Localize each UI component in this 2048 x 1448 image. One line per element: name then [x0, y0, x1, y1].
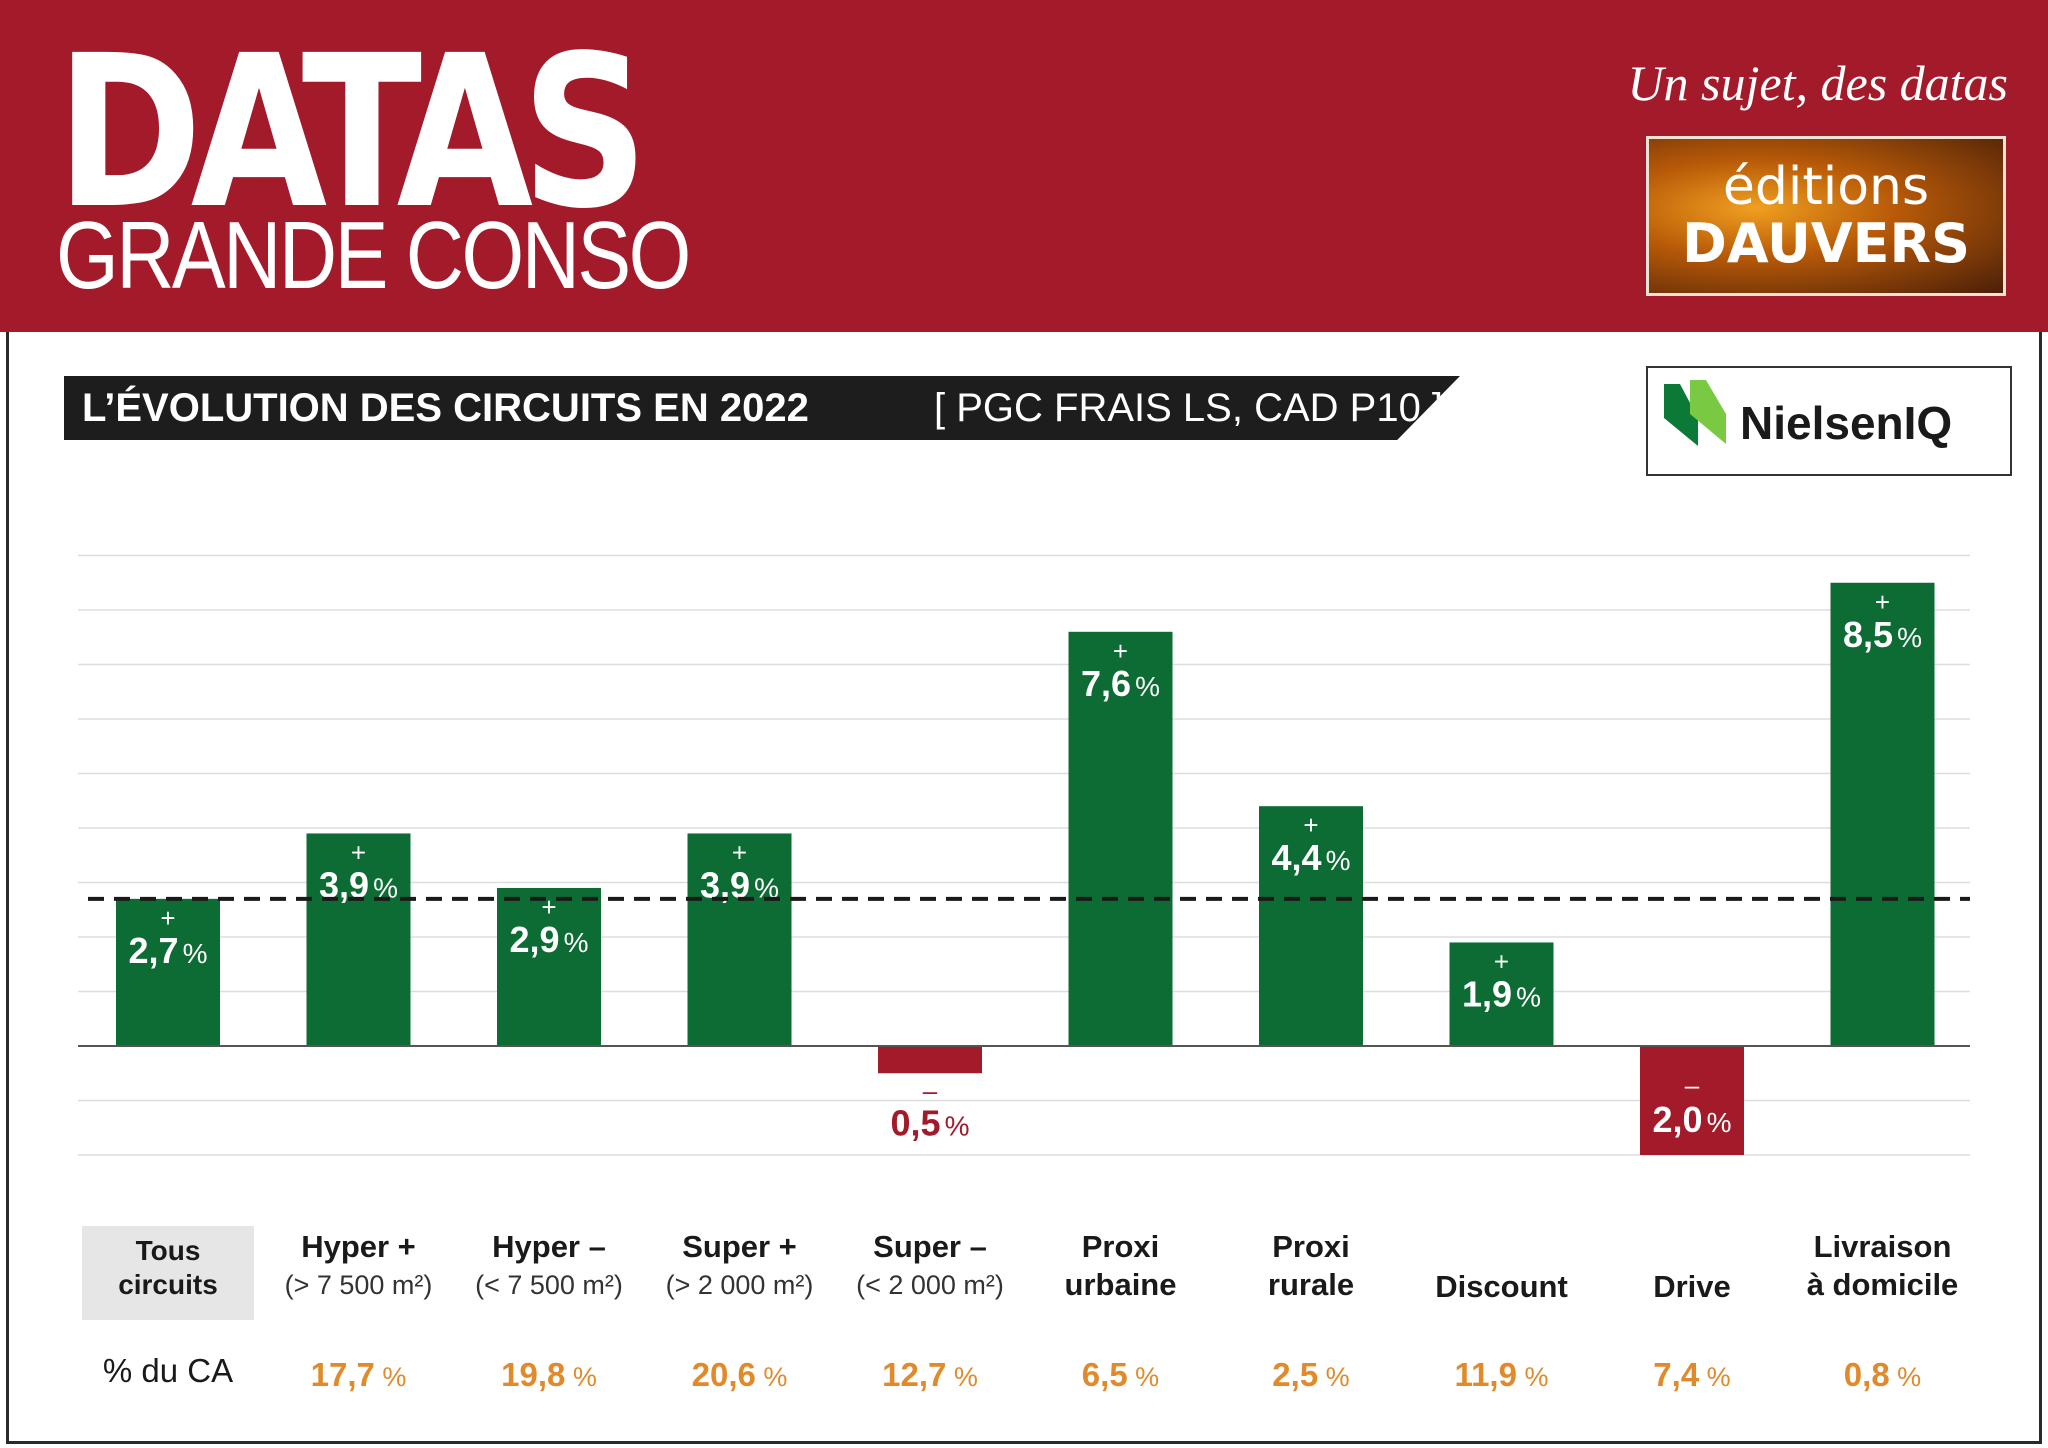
- all-channels-highlight: [82, 1226, 254, 1320]
- category-label: Proxi urbaine: [1064, 1229, 1177, 1302]
- bar-value-label: 7,6%: [1081, 663, 1160, 704]
- nielseniq-logo-icon: [1664, 380, 1726, 446]
- bar: [116, 898, 220, 1046]
- share-value: 19,8 %: [501, 1356, 597, 1393]
- chart-subtitle: [ PGC FRAIS LS, CAD P10 ]: [934, 386, 1444, 430]
- category-label: Super + (> 2 000 m²): [665, 1229, 814, 1300]
- publisher-logo-line2: DAUVERS: [1682, 212, 1970, 275]
- bar-sign-label: +: [1494, 946, 1509, 976]
- tagline: Un sujet, des datas: [1627, 55, 2008, 111]
- bar-value-label: 0,5%: [891, 1102, 970, 1143]
- bar-value-label: 4,4%: [1272, 837, 1351, 878]
- bar-sign-label: +: [1113, 636, 1128, 666]
- bar-sign-label: +: [732, 837, 747, 867]
- source-logo: NielsenIQ: [1646, 366, 2012, 476]
- bar-value-label: 1,9%: [1462, 973, 1541, 1014]
- bar-sign-label: +: [160, 903, 175, 933]
- bar-sign-label: +: [541, 892, 556, 922]
- share-value: 7,4 %: [1653, 1356, 1731, 1393]
- bar-value-label: 2,0%: [1653, 1099, 1732, 1140]
- bar-sign-label: –: [1685, 1070, 1700, 1100]
- bar-sign-label: –: [923, 1075, 938, 1105]
- bar-value-label: 2,9%: [510, 919, 589, 960]
- bar-value-label: 8,5%: [1843, 614, 1922, 655]
- bar-sign-label: +: [1303, 810, 1318, 840]
- share-value: 17,7 %: [310, 1356, 407, 1393]
- bar: [687, 833, 792, 1046]
- bar: [1830, 582, 1935, 1046]
- share-value: 12,7 %: [882, 1356, 978, 1393]
- bar-value-label: 2,7%: [129, 930, 208, 971]
- share-value: 6,5 %: [1081, 1356, 1160, 1393]
- publisher-logo: éditions DAUVERS: [1646, 136, 2006, 296]
- share-value: 2,5 %: [1272, 1356, 1350, 1393]
- share-value: 0,8 %: [1843, 1356, 1922, 1393]
- brand-title: DATAS: [56, 10, 648, 255]
- source-logo-text: NielsenIQ: [1740, 397, 1953, 449]
- brand-subtitle: GRANDE CONSO: [56, 202, 691, 309]
- category-label: Hyper – (< 7 500 m²): [475, 1229, 623, 1300]
- category-label: Tous circuits: [118, 1235, 218, 1300]
- bar: [1640, 1046, 1744, 1155]
- category-label: Hyper + (> 7 500 m²): [284, 1229, 433, 1300]
- category-label: Super – (< 2 000 m²): [856, 1229, 1004, 1300]
- category-label: Discount: [1435, 1269, 1568, 1304]
- share-value: 11,9 %: [1454, 1356, 1549, 1393]
- category-label: Proxi rurale: [1267, 1229, 1355, 1302]
- bar: [306, 833, 411, 1046]
- category-label: Drive: [1653, 1269, 1731, 1304]
- bar: [878, 1046, 982, 1074]
- content-frame: [6, 332, 2042, 1444]
- bar-sign-label: +: [351, 837, 366, 867]
- share-label: % du CA: [102, 1352, 234, 1389]
- bar: [1259, 806, 1363, 1046]
- bar: [497, 887, 601, 1046]
- chart-title-bar: L’ÉVOLUTION DES CIRCUITS EN 2022 [ PGC F…: [64, 376, 1460, 440]
- header-banner: DATAS GRANDE CONSO Un sujet, des datas é…: [0, 0, 2048, 332]
- category-label: Livraison à domicile: [1806, 1229, 1959, 1302]
- bar-sign-label: +: [1875, 587, 1890, 617]
- chart-title: L’ÉVOLUTION DES CIRCUITS EN 2022: [82, 386, 809, 430]
- bar: [1068, 631, 1173, 1046]
- publisher-logo-line1: éditions: [1722, 157, 1930, 217]
- bar: [1449, 942, 1554, 1046]
- share-value: 20,6 %: [691, 1356, 788, 1393]
